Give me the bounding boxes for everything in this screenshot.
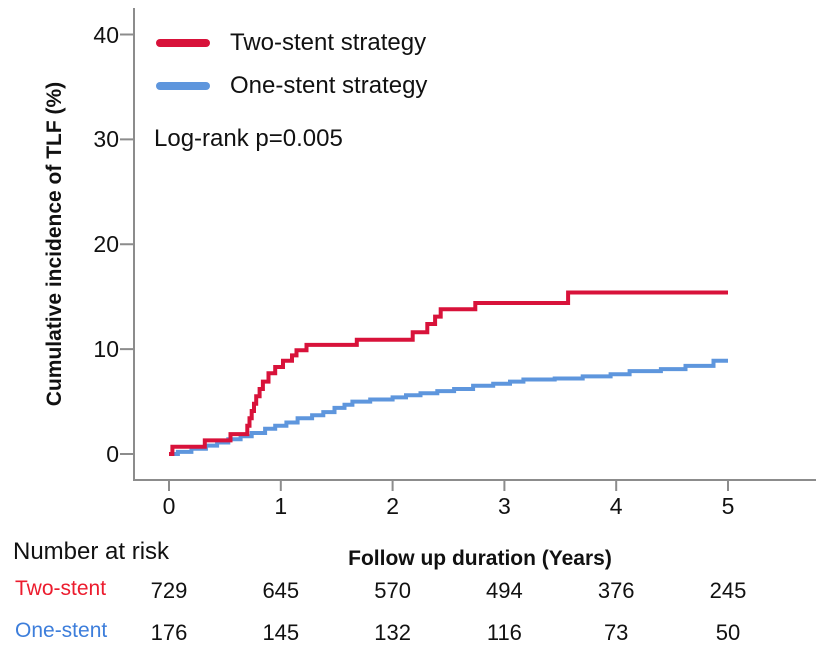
risk-count: 145: [262, 620, 300, 645]
risk-count: 494: [486, 578, 523, 603]
risk-row-label-one-stent: One-stent: [15, 619, 108, 642]
one-stent-legend-swatch-icon: [156, 82, 210, 90]
y-tick-label: 30: [93, 126, 119, 153]
y-tick-label: 10: [93, 336, 119, 363]
risk-count: 73: [603, 620, 629, 645]
risk-count: 729: [150, 578, 188, 603]
x-tick-label: 3: [497, 493, 511, 519]
risk-count: 116: [486, 620, 522, 645]
axis-ticks: [120, 33, 729, 491]
two-stent-curve: [169, 290, 728, 456]
risk-count: 245: [709, 578, 747, 603]
one-stent-curve: [169, 358, 728, 456]
x-tick-label: 1: [274, 493, 288, 519]
risk-count: 50: [715, 620, 741, 645]
risk-count: 570: [374, 578, 411, 603]
x-tick-label: 0: [162, 493, 176, 519]
axis-spines: [133, 8, 816, 481]
y-tick-label: 20: [93, 231, 119, 258]
risk-count: 132: [374, 620, 411, 645]
y-tick-label: 40: [93, 21, 119, 48]
x-tick-label: 5: [721, 493, 735, 519]
x-tick-label: 2: [386, 493, 399, 519]
logrank-pvalue: Log-rank p=0.005: [154, 125, 343, 152]
legend-label-two-stent: Two-stent strategy: [230, 29, 427, 56]
risk-count: 376: [597, 578, 635, 603]
legend-label-one-stent: One-stent strategy: [230, 72, 428, 99]
y-tick-label: 0: [106, 441, 119, 467]
number-at-risk-title: Number at risk: [13, 538, 170, 565]
x-axis-title: Follow up duration (Years): [348, 547, 612, 570]
risk-count: 176: [150, 620, 188, 645]
risk-count: 645: [262, 578, 300, 603]
x-tick-label: 4: [609, 493, 623, 519]
risk-row-label-two-stent: Two-stent: [15, 577, 107, 600]
two-stent-legend-swatch-icon: [156, 39, 210, 47]
